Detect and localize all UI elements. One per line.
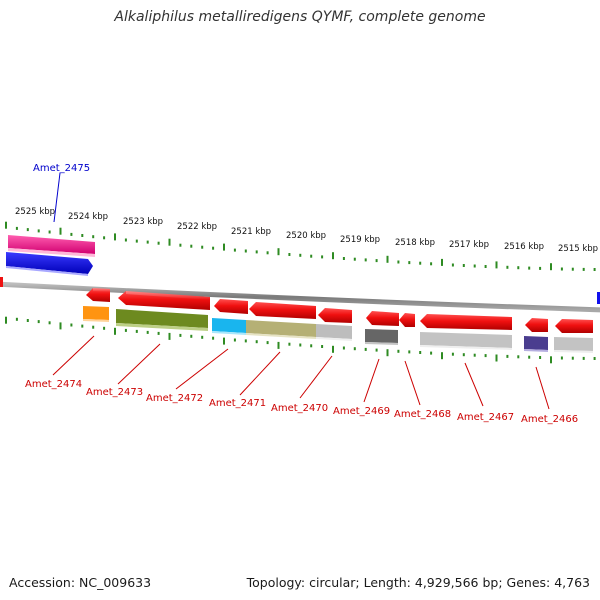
reverse-strand-genes [86, 288, 593, 333]
gene-arrow-red [318, 308, 352, 323]
cog-category-bars [83, 306, 593, 353]
gene-arrow-red [420, 314, 512, 330]
cog-bar-olive [116, 309, 208, 328]
scale-label: 2520 kbp [286, 231, 326, 241]
gene-label-amet-2466: Amet_2466 [521, 414, 578, 425]
gene-label-amet-2473: Amet_2473 [86, 387, 143, 398]
gene-stub-left [0, 277, 3, 287]
gene-arrow-blue [6, 252, 93, 274]
scale-labels: 2525 kbp 2524 kbp 2523 kbp 2522 kbp 2521… [15, 207, 598, 254]
scale-label: 2524 kbp [68, 212, 108, 222]
scale-label: 2522 kbp [177, 222, 217, 232]
reverse-gene-labels: Amet_2474 Amet_2473 Amet_2472 Amet_2471 … [25, 335, 578, 425]
scale-label: 2523 kbp [123, 217, 163, 227]
gene-label-amet-2471: Amet_2471 [209, 398, 266, 409]
cog-bar-orange [83, 306, 109, 320]
cog-bar-lightgray [554, 337, 593, 351]
scale-label: 2517 kbp [449, 240, 489, 250]
forward-gene-label: Amet_2475 [33, 163, 90, 223]
inner-scale-ticks [5, 316, 596, 364]
scale-label: 2516 kbp [504, 242, 544, 252]
gene-arrow-red [366, 311, 399, 326]
scale-label: 2515 kbp [558, 244, 598, 254]
gene-label-amet-2470: Amet_2470 [271, 403, 328, 414]
genome-map: 2525 kbp 2524 kbp 2523 kbp 2522 kbp 2521… [0, 163, 600, 425]
outer-scale-ticks [5, 221, 596, 271]
topology-text: Topology: circular; Length: 4,929,566 bp… [246, 575, 590, 590]
genome-backbone [0, 281, 600, 313]
gene-label-amet-2474: Amet_2474 [25, 379, 82, 390]
gene-arrow-red [525, 318, 548, 332]
cog-bar-lightgray [316, 324, 352, 339]
forward-strand-genes [6, 235, 95, 276]
gene-arrow-red [399, 313, 415, 327]
scale-label: 2518 kbp [395, 238, 435, 248]
scale-label: 2525 kbp [15, 207, 55, 217]
gene-label-amet-2468: Amet_2468 [394, 409, 451, 420]
page-title: Alkaliphilus metalliredigens QYMF, compl… [114, 9, 486, 25]
gene-label-amet-2472: Amet_2472 [146, 393, 203, 404]
gene-arrow-pink [8, 235, 95, 254]
cog-bar-lightgray [420, 332, 512, 348]
cog-bar-darkgray [365, 329, 398, 343]
gene-stub-right [597, 292, 600, 304]
cog-bar-cyan [212, 318, 246, 333]
gene-arrow-red [555, 319, 593, 333]
scale-label: 2519 kbp [340, 235, 380, 245]
accession-text: Accession: NC_009633 [9, 575, 152, 590]
cog-bar-khaki [246, 320, 316, 337]
gene-label-amet-2467: Amet_2467 [457, 412, 514, 423]
gene-label-amet-2469: Amet_2469 [333, 406, 390, 417]
gene-arrow-red [249, 302, 316, 319]
cog-bar-navy [524, 336, 548, 350]
gene-label-amet-2475: Amet_2475 [33, 163, 90, 174]
scale-label: 2521 kbp [231, 227, 271, 237]
gene-arrow-red [214, 299, 248, 314]
